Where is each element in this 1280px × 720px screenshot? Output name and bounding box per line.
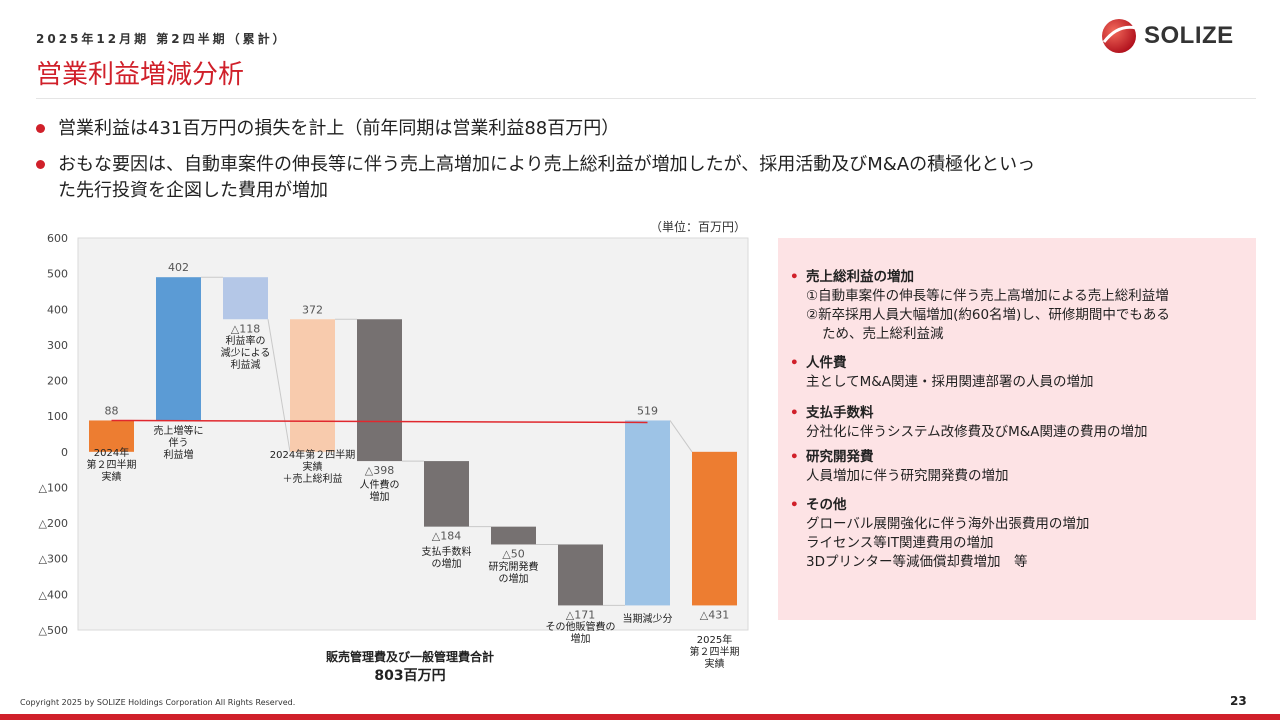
- category-label: 実績: [303, 460, 323, 473]
- bar-prev-actual: [89, 420, 134, 452]
- y-tick-label: △200: [39, 517, 68, 530]
- factor-line: ①自動車案件の伸長等に伴う売上高増加による売上総利益増: [806, 288, 1169, 304]
- category-label: 増加: [571, 632, 591, 645]
- y-tick-label: 100: [47, 410, 68, 423]
- factor-line: ライセンス等IT関連費用の増加: [806, 535, 994, 551]
- y-tick-label: △500: [39, 624, 68, 637]
- connector-line: [669, 420, 693, 453]
- bullet-item: 営業利益は431百万円の損失を計上（前年同期は営業利益88百万円）: [36, 116, 1236, 142]
- bar-other-sga: [558, 544, 603, 606]
- value-label: △50: [502, 547, 524, 560]
- factor-title: その他: [790, 496, 1089, 515]
- bar-fees: [424, 461, 469, 527]
- summary-bullets: 営業利益は431百万円の損失を計上（前年同期は営業利益88百万円） おもな要因は…: [36, 116, 1236, 214]
- value-label: △431: [700, 608, 729, 621]
- factor-line: 3Dプリンター等減価償却費増加 等: [806, 554, 1028, 570]
- category-label: 2025年: [697, 633, 732, 646]
- factor-line: 主としてM&A関連・採用関連部署の人員の増加: [806, 374, 1094, 390]
- category-label: ＋売上総利益: [283, 472, 343, 485]
- factor-line: ため、売上総利益減: [822, 326, 944, 342]
- y-tick-label: 0: [61, 446, 68, 459]
- category-label: 当期減少分: [623, 612, 673, 625]
- page-number: 23: [1230, 694, 1247, 708]
- page-title: 営業利益増減分析: [36, 60, 245, 90]
- bullet-item: おもな要因は、自動車案件の伸長等に伴う売上高増加により売上総利益が増加したが、採…: [36, 152, 1236, 204]
- header-divider: [36, 98, 1256, 99]
- factor-line: 人員増加に伴う研究開発費の増加: [806, 468, 1009, 484]
- category-label: その他販管費の: [546, 620, 616, 633]
- value-label: △398: [365, 464, 394, 477]
- factor-title: 売上総利益の増加: [790, 268, 1170, 287]
- bullet-text: 営業利益は431百万円の損失を計上（前年同期は営業利益88百万円）: [58, 118, 620, 139]
- y-tick-label: △400: [39, 588, 68, 601]
- category-label: 利益増: [164, 448, 194, 461]
- category-label: 人件費の: [360, 478, 400, 491]
- sga-total-value: 803百万円: [374, 668, 446, 684]
- unit-label: （単位：百万円）: [650, 220, 747, 234]
- category-label: 第２四半期: [690, 645, 740, 658]
- factor-line: グローバル展開強化に伴う海外出張費用の増加: [806, 516, 1090, 532]
- value-label: 402: [168, 261, 189, 274]
- category-label: 2024年第２四半期: [270, 448, 355, 461]
- category-label: 研究開発費: [489, 560, 539, 573]
- category-label: 支払手数料: [422, 545, 472, 558]
- category-label: の増加: [432, 557, 462, 570]
- value-label: △118: [231, 322, 260, 335]
- copyright: Copyright 2025 by SOLIZE Holdings Corpor…: [20, 698, 296, 707]
- bullet-text: た先行投資を企図した費用が増加: [58, 180, 328, 201]
- bar-rnd: [491, 526, 536, 545]
- category-label: 実績: [102, 470, 122, 483]
- value-label: 372: [302, 303, 323, 316]
- bar-period-decrease: [625, 420, 670, 606]
- bullet-text: おもな要因は、自動車案件の伸長等に伴う売上高増加により売上総利益が増加したが、採…: [58, 154, 1036, 175]
- category-label: 伴う: [169, 436, 189, 449]
- category-label: 利益減: [231, 358, 261, 371]
- connector-line: [267, 319, 291, 452]
- y-tick-label: △100: [39, 481, 68, 494]
- factor-title: 支払手数料: [790, 404, 1148, 423]
- category-label: 売上増等に: [154, 424, 204, 437]
- y-tick-label: 500: [47, 268, 68, 281]
- value-label: 519: [637, 404, 658, 417]
- y-tick-label: △300: [39, 553, 68, 566]
- bar-sales-increase: [156, 277, 201, 421]
- reference-line: [111, 419, 648, 424]
- bar-personnel: [357, 319, 402, 462]
- category-label: の増加: [499, 572, 529, 585]
- category-label: 増加: [370, 490, 390, 503]
- period-label: 2025年12月期 第2四半期（累計）: [36, 32, 288, 46]
- y-tick-label: 200: [47, 375, 68, 388]
- category-label: 2024年: [94, 446, 129, 459]
- y-tick-label: 600: [47, 232, 68, 245]
- factor-title: 研究開発費: [790, 448, 1009, 467]
- bar-margin-decrease: [223, 277, 268, 320]
- y-tick-label: 400: [47, 303, 68, 316]
- factor-line: 分社化に伴うシステム改修費及びM&A関連の費用の増加: [806, 424, 1148, 440]
- solize-logo: [1102, 19, 1137, 53]
- category-label: 利益率の: [226, 334, 266, 347]
- value-label: △171: [566, 608, 595, 621]
- bar-curr-actual: [692, 451, 737, 606]
- factor-title: 人件費: [790, 354, 1094, 373]
- bottom-bar: [0, 714, 1280, 720]
- y-tick-label: 300: [47, 339, 68, 352]
- category-label: 実績: [705, 657, 725, 670]
- sga-total-label: 販売管理費及び一般管理費合計: [325, 650, 494, 664]
- bar-gross-profit: [290, 319, 335, 452]
- value-label: 88: [105, 404, 119, 417]
- category-label: 第２四半期: [87, 458, 137, 471]
- logo-text: SOLIZE: [1144, 22, 1234, 49]
- value-label: △184: [432, 530, 461, 543]
- factor-line: ②新卒採用人員大幅増加(約60名増)し、研修期間中でもある: [806, 307, 1170, 323]
- category-label: 減少による: [221, 346, 271, 359]
